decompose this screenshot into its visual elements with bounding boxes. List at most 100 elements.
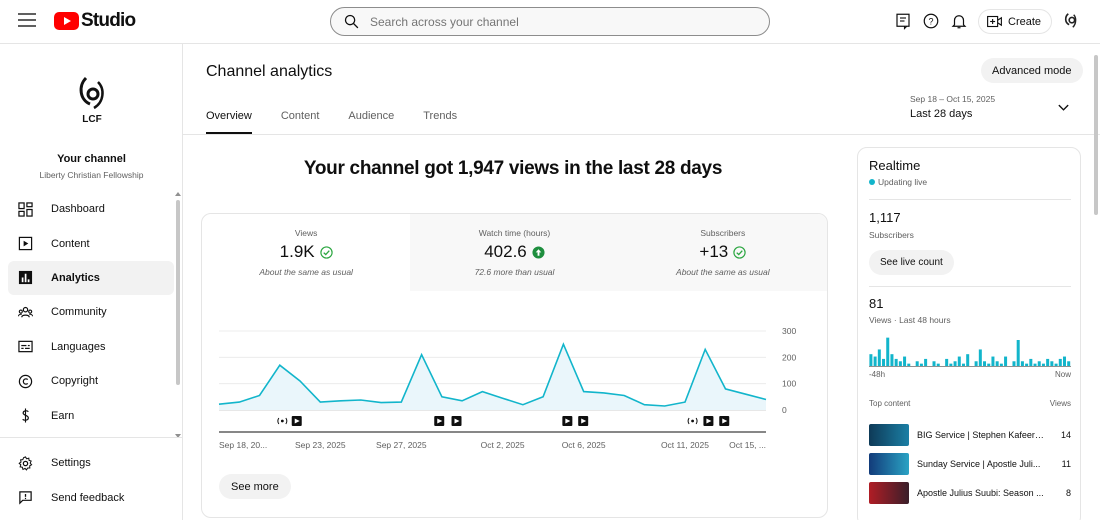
metric-label: Subscribers (700, 228, 746, 238)
sidebar-item-languages[interactable]: Languages (8, 330, 174, 364)
video-thumbnail (869, 424, 909, 446)
realtime-bar (869, 354, 873, 366)
realtime-subscribers-label: Subscribers (869, 230, 914, 240)
top-content-views: 11 (1061, 459, 1071, 469)
search-input[interactable] (370, 14, 750, 29)
metric-value: 402.6 (484, 242, 527, 261)
chevron-down-icon[interactable] (1057, 101, 1070, 114)
top-content-views: 14 (1060, 430, 1071, 440)
sidebar-item-settings[interactable]: Settings (8, 446, 174, 480)
sidebar-item-analytics[interactable]: Analytics (8, 260, 174, 296)
y-tick-label: 0 (782, 405, 787, 415)
top-content-title: Apostle Julius Suubi: Season ... (917, 488, 1044, 498)
sidebar-item-earn[interactable]: Earn (8, 398, 174, 432)
see-live-count-button[interactable]: See live count (869, 250, 954, 275)
video-thumbnail (869, 482, 909, 504)
sidebar-item-send-feedback[interactable]: Send feedback (8, 480, 174, 514)
realtime-bar (1067, 361, 1071, 366)
video-thumbnail (869, 453, 909, 475)
top-bar: Studio ? Create (0, 0, 1100, 44)
views-line (218, 342, 767, 407)
realtime-title: Realtime (869, 158, 921, 173)
sidebar-item-content[interactable]: Content (8, 226, 174, 260)
video-marker-play-icon (565, 418, 571, 424)
x-tick-label: Sep 27, 2025 (376, 440, 427, 450)
comments-icon[interactable] (894, 12, 912, 30)
top-content-views-label: Views (1049, 399, 1071, 408)
channel-logo[interactable]: LCF (72, 74, 112, 128)
realtime-bar (1062, 356, 1066, 366)
menu-icon[interactable] (18, 13, 36, 27)
realtime-bar (945, 358, 949, 366)
sidebar-item-community[interactable]: Community (8, 295, 174, 329)
realtime-bar (1020, 361, 1024, 366)
date-range-picker[interactable]: Sep 18 – Oct 15, 2025 Last 28 days (910, 94, 995, 120)
see-more-button[interactable]: See more (219, 474, 291, 499)
metric-note: About the same as usual (259, 267, 353, 277)
top-content-item[interactable]: Apostle Julius Suubi: Season ... 8 (869, 482, 1071, 504)
sidebar-divider (0, 437, 182, 438)
x-tick-label: Oct 6, 2025 (562, 440, 606, 450)
sidebar-item-copyright[interactable]: Copyright (8, 364, 174, 398)
notifications-icon[interactable] (950, 12, 968, 30)
realtime-bar (1058, 358, 1062, 366)
realtime-bar (949, 363, 953, 366)
realtime-views: 81 (869, 296, 884, 311)
advanced-mode-button[interactable]: Advanced mode (981, 58, 1083, 83)
create-video-icon (987, 15, 1002, 28)
metric-views[interactable]: Views 1.9K About the same as usual (202, 214, 411, 291)
search-bar[interactable] (330, 7, 770, 36)
tab-overview[interactable]: Overview (206, 100, 252, 134)
realtime-bar (882, 358, 886, 366)
realtime-bar (886, 337, 890, 366)
metric-label: Views (294, 228, 318, 238)
metric-subscribers[interactable]: Subscribers +13 About the same as usual (618, 214, 827, 291)
sidebar-scrollbar[interactable] (176, 200, 180, 385)
metric-watch-time[interactable]: Watch time (hours) 402.6 72.6 more than … (410, 214, 619, 291)
studio-logo[interactable]: Studio (54, 10, 136, 32)
realtime-bar (1004, 356, 1008, 366)
main-scrollbar[interactable] (1094, 55, 1098, 215)
realtime-bar (999, 363, 1003, 366)
sidebar-item-label: Analytics (51, 271, 100, 284)
tab-audience[interactable]: Audience (348, 110, 395, 122)
content-icon (18, 236, 33, 251)
video-marker-play-icon (722, 418, 728, 424)
realtime-bar (1037, 361, 1041, 366)
sidebar-item-dashboard[interactable]: Dashboard (8, 192, 174, 226)
sidebar-item-label: Earn (51, 409, 75, 422)
sidebar-scroll-up-icon[interactable] (175, 192, 181, 196)
views-chart[interactable]: 300 200 100 0 Sep 18, 20... Sep 23, 2025 Sep 2… (216, 324, 816, 454)
realtime-views-label: Views · Last 48 hours (869, 315, 951, 325)
check-circle-icon (319, 245, 333, 259)
header-divider (183, 134, 1100, 135)
top-content-title: BIG Service | Stephen Kafeero... (917, 430, 1047, 440)
x-tick-label: Sep 18, 20... (219, 440, 267, 450)
realtime-status: Updating live (878, 177, 928, 187)
top-content-item[interactable]: BIG Service | Stephen Kafeero... 14 (869, 424, 1071, 446)
tab-trends[interactable]: Trends (423, 110, 458, 122)
top-content-title: Sunday Service | Apostle Juli... (917, 459, 1041, 469)
help-icon[interactable]: ? (922, 12, 940, 30)
top-content-label: Top content (869, 399, 911, 408)
channel-logo-text: LCF (82, 114, 101, 125)
metric-note: About the same as usual (676, 267, 770, 277)
check-circle-icon (733, 245, 746, 259)
metric-label: Watch time (hours) (478, 228, 551, 238)
top-content-item[interactable]: Sunday Service | Apostle Juli... 11 (869, 453, 1071, 475)
sidebar-scroll-down-icon[interactable] (175, 434, 181, 438)
analytics-card: Views 1.9K About the same as usual Watch… (201, 213, 828, 518)
create-button[interactable]: Create (978, 9, 1053, 34)
y-tick-label: 200 (782, 352, 796, 362)
account-avatar-icon[interactable] (1062, 11, 1080, 31)
realtime-bar-chart[interactable] (869, 333, 1071, 367)
metric-note: 72.6 more than usual (474, 267, 555, 277)
realtime-bar (907, 363, 911, 366)
y-tick-label: 100 (782, 379, 796, 389)
sidebar-item-label: Content (51, 237, 90, 250)
date-range-dates: Sep 18 – Oct 15, 2025 (910, 94, 996, 104)
realtime-bar (1041, 363, 1045, 366)
realtime-bar (974, 361, 978, 366)
realtime-bar (978, 349, 982, 366)
tab-content[interactable]: Content (280, 110, 320, 122)
